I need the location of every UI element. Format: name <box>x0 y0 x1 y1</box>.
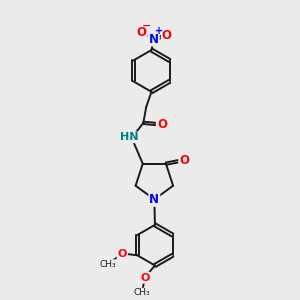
Text: N: N <box>149 193 159 206</box>
Text: CH₃: CH₃ <box>100 260 116 269</box>
Text: O: O <box>157 118 167 131</box>
Text: N: N <box>149 32 159 46</box>
Text: −: − <box>142 21 151 31</box>
Text: O: O <box>162 29 172 42</box>
Text: O: O <box>179 154 189 167</box>
Text: HN: HN <box>120 132 138 142</box>
Text: CH₃: CH₃ <box>134 288 150 297</box>
Text: O: O <box>118 249 127 259</box>
Text: O: O <box>140 273 149 283</box>
Text: +: + <box>155 26 163 36</box>
Text: O: O <box>136 26 147 39</box>
